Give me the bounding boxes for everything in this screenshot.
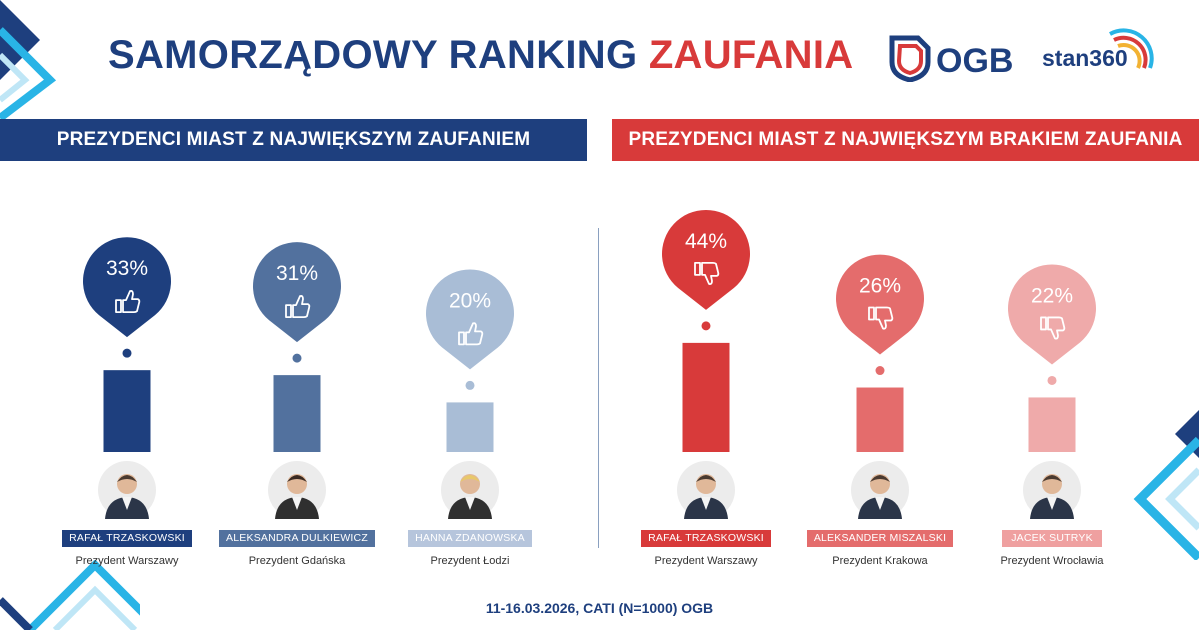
- value-pin: [1008, 264, 1096, 365]
- person-role: Prezydent Gdańska: [248, 555, 346, 567]
- value-pin: [661, 209, 750, 310]
- value-pin: [836, 254, 924, 355]
- data-label: 20%: [449, 289, 491, 312]
- data-label: 44%: [685, 230, 727, 253]
- bar-dot: [292, 353, 302, 363]
- name-tag: ALEKSANDER MISZALSKI: [806, 530, 954, 547]
- section-divider: [598, 228, 599, 548]
- avatar: [268, 461, 326, 519]
- corner-decoration-right: [1133, 410, 1199, 560]
- ogb-logo: OGB: [889, 35, 1013, 82]
- bar: [1028, 397, 1076, 452]
- bar: [273, 375, 321, 452]
- corner-decoration-bottom-left: [0, 560, 140, 630]
- name-tag: ALEKSANDRA DULKIEWICZ: [219, 530, 375, 547]
- person-role: Prezydent Warszawy: [654, 555, 758, 567]
- bar-dot: [122, 348, 132, 358]
- person-role: Prezydent Wrocławia: [1000, 555, 1104, 567]
- thumbs-up-icon: [115, 290, 141, 314]
- name-tag: RAFAŁ TRZASKOWSKI: [62, 530, 192, 547]
- thumbs-down-icon: [868, 306, 894, 330]
- thumbs-up-icon: [458, 322, 484, 346]
- thumbs-up-icon: [285, 295, 311, 319]
- avatar: [677, 461, 735, 519]
- person-role: Prezydent Krakowa: [832, 555, 928, 567]
- value-pin: [253, 242, 342, 343]
- banner-distrust: PREZYDENCI MIAST Z NAJWIĘKSZYM BRAKIEM Z…: [612, 119, 1199, 161]
- corner-decoration-top-left: [0, 0, 57, 120]
- data-label: 31%: [276, 262, 318, 285]
- data-label: 33%: [106, 257, 148, 280]
- thumbs-down-icon: [694, 261, 720, 285]
- data-label: 22%: [1031, 284, 1073, 307]
- avatar: [441, 461, 499, 519]
- banner-trust: PREZYDENCI MIAST Z NAJWIĘKSZYM ZAUFANIEM: [0, 119, 587, 161]
- bar: [446, 402, 494, 452]
- name-tag: HANNA ZDANOWSKA: [408, 530, 532, 547]
- avatar: [98, 461, 156, 519]
- bar-dot: [875, 366, 885, 376]
- bar: [856, 387, 904, 452]
- bar-dot: [465, 380, 475, 390]
- data-label: 26%: [859, 275, 901, 298]
- title-part1: SAMORZĄDOWY RANKING: [108, 33, 638, 77]
- title-part2: ZAUFANIA: [648, 33, 854, 77]
- stan360-logo-text: stan360: [1042, 45, 1128, 71]
- bar: [682, 342, 730, 452]
- name-tag: JACEK SUTRYK: [1002, 530, 1102, 547]
- person-role: Prezydent Łodzi: [430, 555, 510, 567]
- avatar: [851, 461, 909, 519]
- thumbs-down-icon: [1040, 316, 1066, 340]
- footer-source: 11-16.03.2026, CATI (N=1000) OGB: [485, 600, 714, 616]
- bar: [103, 370, 151, 452]
- bar-dot: [701, 321, 711, 331]
- page-title: SAMORZĄDOWY RANKING ZAUFANIA: [108, 30, 853, 80]
- value-pin: [426, 269, 514, 370]
- person-role: Prezydent Warszawy: [75, 555, 179, 567]
- avatar: [1023, 461, 1081, 519]
- bar-dot: [1047, 375, 1057, 385]
- stan360-logo: stan360: [1042, 28, 1154, 71]
- value-pin: [83, 237, 172, 338]
- name-tag: RAFAŁ TRZASKOWSKI: [641, 530, 771, 547]
- ogb-logo-text: OGB: [936, 42, 1013, 80]
